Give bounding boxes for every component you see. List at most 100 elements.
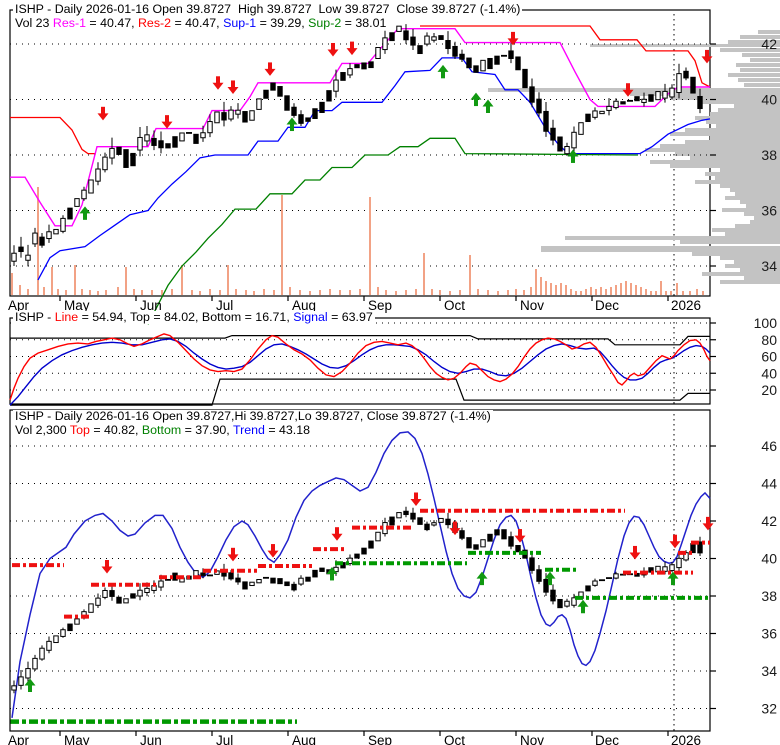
- bottom-panel-indicators: Vol 2,300 Top = 40.82, Bottom = 37.90, T…: [13, 423, 313, 437]
- buy-arrow-icon: [79, 206, 91, 214]
- header-text: = 37.90,: [181, 423, 233, 437]
- x-axis-label-dec: Dec: [595, 298, 619, 313]
- y-axis-label: 36: [761, 203, 777, 219]
- sell-arrow-icon: [410, 499, 422, 506]
- header-text: = 43.18: [264, 423, 311, 437]
- header-text: Signal: [293, 310, 328, 324]
- header-text: ISHP - Daily 2026-01-16 Open 39.8727,Hi …: [15, 409, 491, 423]
- sell-arrow-icon: [701, 56, 713, 64]
- y-axis-label: 42: [761, 513, 777, 529]
- header-text: Vol 2,300: [15, 423, 70, 437]
- series-band-bottom: [10, 378, 710, 406]
- header-text: = 54.94, Top = 84.02, Bottom = 16.71,: [78, 310, 294, 324]
- level-segments: [12, 508, 710, 619]
- y-axis-label: 40: [761, 551, 777, 567]
- header-text: ISHP -: [15, 310, 55, 324]
- sell-arrow-icon: [264, 68, 276, 76]
- panel-daily-trend: [9, 409, 711, 732]
- candles-daily-trend: [11, 506, 703, 694]
- buy-arrow-icon: [567, 149, 579, 157]
- x-axis-label-nov: Nov: [520, 298, 544, 313]
- buy-arrow-icon: [667, 571, 679, 579]
- x-axis-daily-bands: Apr May Jun Jul Aug Sep Oct Nov Dec 2026: [8, 296, 701, 313]
- x-axis-label-jul: Jul: [216, 298, 233, 313]
- y-axis-label: 44: [761, 476, 777, 492]
- x-axis-daily-trend: Apr May Jun Jul Aug Sep Oct Nov Dec 2026: [8, 731, 701, 745]
- sell-arrow-icon: [449, 528, 461, 536]
- series-sup2: [147, 137, 639, 325]
- y-axis-label: 32: [761, 701, 777, 717]
- sell-arrow-icon: [97, 113, 109, 121]
- sell-arrow-icon: [507, 38, 519, 46]
- sell-arrow-icon: [227, 86, 239, 94]
- sell-arrow-icon: [346, 48, 358, 56]
- y-axis-daily-bands: 42 40 38 36 34: [710, 36, 777, 274]
- sell-arrow-icon: [331, 533, 343, 541]
- y-axis-label: 100: [754, 315, 778, 331]
- header-text: = 40.47,: [171, 16, 224, 30]
- sell-arrow-icon: [514, 535, 526, 543]
- x-axis-label-apr: Apr: [8, 733, 30, 745]
- buy-arrow-icon: [470, 92, 482, 100]
- sell-arrow-icon: [267, 550, 279, 558]
- header-text: Vol 23: [15, 16, 53, 30]
- x-axis-label-2026: 2026: [671, 298, 701, 313]
- sell-arrow-icon: [622, 89, 634, 97]
- buy-arrow-icon: [577, 599, 589, 607]
- y-axis-label: 60: [761, 349, 777, 365]
- gridlines-daily-trend: [10, 445, 710, 709]
- x-axis-label-2026: 2026: [671, 733, 701, 745]
- candles-daily-bands: [11, 24, 703, 267]
- y-axis-label: 34: [761, 663, 777, 679]
- x-axis-label-jul: Jul: [216, 733, 233, 745]
- y-axis-label: 36: [761, 626, 777, 642]
- sell-arrow-icon: [629, 552, 641, 560]
- y-axis-label: 80: [761, 332, 777, 348]
- sell-arrow-icon: [227, 554, 239, 562]
- series-trend: [11, 431, 711, 719]
- x-axis-label-aug: Aug: [292, 733, 316, 745]
- y-axis-label: 20: [761, 382, 777, 398]
- signal-arrows: [24, 492, 714, 692]
- y-axis-daily-trend: 46 44 42 40 38 36 34 32: [710, 438, 777, 717]
- y-axis-label: 46: [761, 438, 777, 454]
- x-axis-label-nov: Nov: [520, 733, 544, 745]
- x-axis-label-may: May: [64, 733, 90, 745]
- x-axis-label-jun: Jun: [140, 733, 162, 745]
- y-axis-label: 38: [761, 588, 777, 604]
- sell-arrow-icon: [212, 82, 224, 90]
- header-text: Sup-2: [308, 16, 342, 30]
- buy-arrow-icon: [326, 566, 338, 574]
- header-text: Res-1: [52, 16, 86, 30]
- sell-arrow-icon: [669, 541, 681, 549]
- header-text: Top: [69, 423, 90, 437]
- header-text: Line: [54, 310, 79, 324]
- x-axis-label-sep: Sep: [368, 733, 392, 745]
- buy-arrow-icon: [482, 99, 494, 107]
- sell-arrow-icon: [327, 49, 339, 57]
- x-axis-label-apr: Apr: [8, 298, 30, 313]
- series-res2: [10, 25, 711, 155]
- top-panel-indicators: Vol 23 Res-1 = 40.47, Res-2 = 40.47, Sup…: [13, 16, 389, 30]
- x-axis-label-may: May: [64, 298, 90, 313]
- buy-arrow-icon: [476, 571, 488, 579]
- sell-arrow-icon: [702, 523, 714, 531]
- header-text: = 40.82,: [89, 423, 142, 437]
- header-text: Trend: [232, 423, 265, 437]
- header-text: = 40.47,: [85, 16, 138, 30]
- buy-arrow-icon: [437, 64, 449, 72]
- panel-border: [9, 409, 711, 732]
- header-text: Bottom: [141, 423, 182, 437]
- y-axis-label: 40: [761, 365, 777, 381]
- top-panel-title: ISHP - Daily 2026-01-16 Open 39.8727 Hig…: [13, 3, 523, 16]
- bottom-panel-title: ISHP - Daily 2026-01-16 Open 39.8727,Hi …: [13, 410, 493, 423]
- y-axis-label: 38: [761, 147, 777, 163]
- signal-arrows: [79, 31, 713, 220]
- header-text: = 39.29,: [256, 16, 309, 30]
- sell-arrow-icon: [101, 566, 113, 574]
- y-axis-label: 42: [761, 36, 777, 52]
- header-text: = 38.01: [341, 16, 387, 30]
